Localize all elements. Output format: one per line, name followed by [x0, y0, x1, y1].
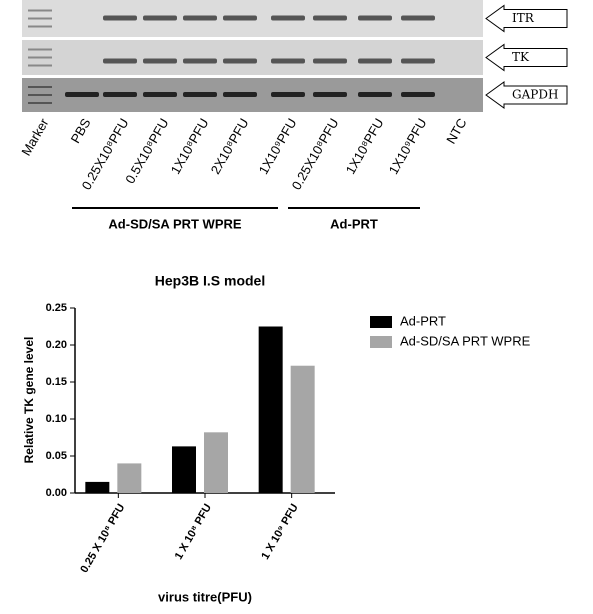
- legend-label: Ad-SD/SA PRT WPRE: [400, 333, 531, 348]
- bar: [290, 365, 315, 493]
- marker-band: [28, 102, 52, 104]
- band: [401, 15, 435, 21]
- band: [313, 92, 347, 97]
- y-tick-label: 0.05: [46, 450, 67, 462]
- bar: [258, 326, 283, 493]
- y-tick-label: 0.25: [46, 302, 67, 314]
- lane-label: 1X10⁹PFU: [386, 116, 430, 177]
- x-axis-label: virus titre(PFU): [158, 589, 252, 604]
- bar: [172, 446, 196, 493]
- legend-swatch: [370, 316, 392, 328]
- band: [183, 92, 217, 97]
- y-tick-label: 0.15: [46, 376, 67, 388]
- band: [183, 15, 217, 21]
- lane-label: PBS: [68, 115, 94, 145]
- gel-panel-label: TK: [512, 50, 530, 64]
- marker-band: [28, 9, 52, 12]
- marker-band: [28, 17, 52, 20]
- y-tick-label: 0.20: [46, 339, 67, 351]
- x-tick-label: 1 X 10⁸ PFU: [173, 502, 214, 562]
- arrow: [485, 4, 568, 33]
- band: [358, 58, 392, 64]
- lane-label: 1X10⁸PFU: [168, 116, 212, 177]
- group-label: Ad-PRT: [330, 216, 378, 231]
- band: [313, 15, 347, 21]
- band: [271, 92, 305, 97]
- bar: [85, 481, 110, 493]
- band: [313, 58, 347, 64]
- band: [103, 58, 137, 64]
- gel-panel: [22, 40, 483, 75]
- band: [143, 58, 177, 64]
- lane-label: 1X10⁸PFU: [343, 116, 387, 177]
- chart-title: Hep3B I.S model: [155, 273, 265, 289]
- gel-panel-label: ITR: [512, 11, 535, 25]
- marker-band: [28, 64, 52, 67]
- band: [143, 92, 177, 97]
- band: [65, 92, 99, 97]
- y-tick-label: 0.10: [46, 413, 67, 425]
- band: [401, 58, 435, 64]
- arrow: [485, 81, 568, 109]
- arrow: [485, 43, 568, 72]
- lane-label: NTC: [443, 116, 469, 147]
- band: [271, 15, 305, 21]
- marker-band: [28, 48, 52, 51]
- band: [103, 92, 137, 97]
- lane-label: Marker: [18, 115, 52, 158]
- band: [358, 15, 392, 21]
- y-tick-label: 0.00: [46, 487, 67, 499]
- band: [271, 58, 305, 64]
- x-tick-label: 1 X 10⁹ PFU: [259, 502, 300, 562]
- marker-band: [28, 94, 52, 96]
- lane-label: 1X10⁹PFU: [256, 116, 300, 177]
- band: [143, 15, 177, 21]
- bar: [117, 463, 142, 493]
- band: [358, 92, 392, 97]
- band: [183, 58, 217, 64]
- band: [223, 92, 257, 97]
- band: [223, 58, 257, 64]
- marker-band: [28, 86, 52, 88]
- marker-band: [28, 56, 52, 59]
- band: [223, 15, 257, 21]
- x-tick-label: 0.25 X 10⁸ PFU: [78, 502, 127, 575]
- band: [401, 92, 435, 97]
- bar: [204, 432, 228, 493]
- gel-panel-label: GAPDH: [512, 88, 558, 102]
- legend-swatch: [370, 336, 392, 348]
- marker-band: [28, 25, 52, 28]
- lane-label: 2X10⁸PFU: [208, 116, 252, 177]
- y-axis-label: Relative TK gene level: [22, 337, 36, 464]
- group-label: Ad-SD/SA PRT WPRE: [108, 216, 241, 231]
- band: [103, 15, 137, 21]
- legend-label: Ad-PRT: [400, 313, 446, 328]
